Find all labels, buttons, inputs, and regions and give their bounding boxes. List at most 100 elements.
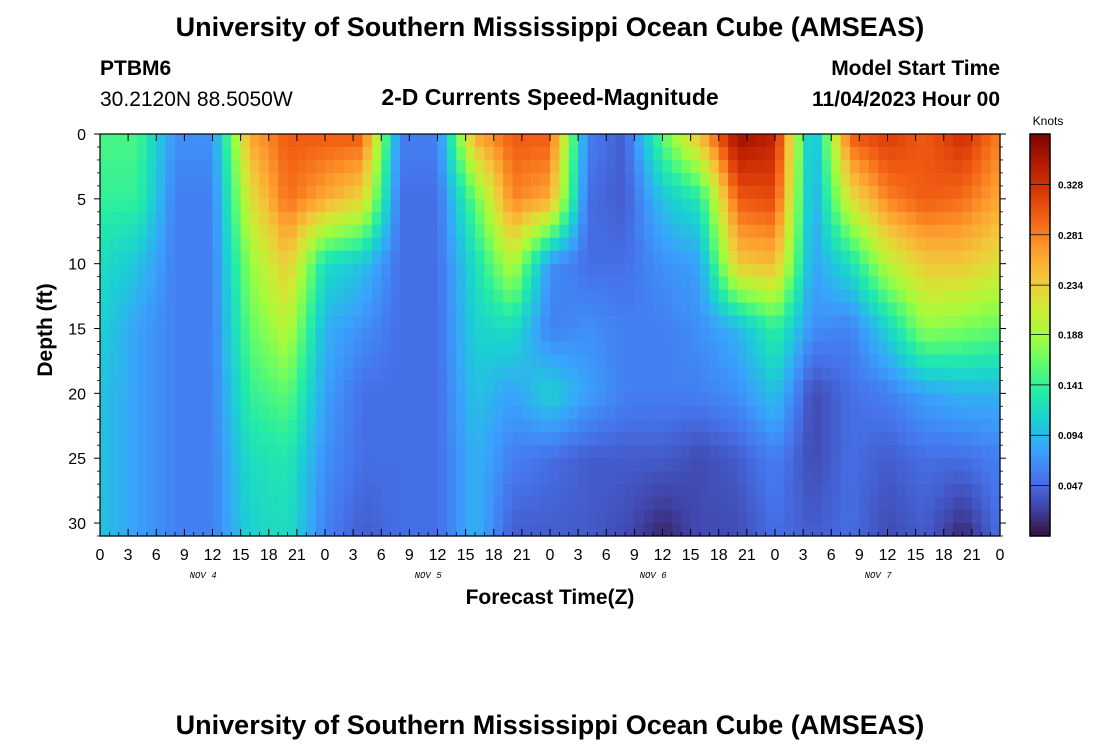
heatmap-cell xyxy=(700,172,710,187)
heatmap-cell xyxy=(596,523,607,537)
heatmap-cell xyxy=(137,510,148,524)
heatmap-cell xyxy=(521,211,532,226)
heatmap-cell xyxy=(475,523,485,537)
heatmap-cell xyxy=(250,432,260,446)
heatmap-cell xyxy=(531,380,542,394)
heatmap-cell xyxy=(953,237,964,252)
heatmap-cell xyxy=(175,315,185,330)
heatmap-cell xyxy=(475,185,485,200)
heatmap-cell xyxy=(306,250,317,265)
heatmap-cell xyxy=(100,380,110,394)
heatmap-cell xyxy=(493,289,504,304)
heatmap-cell xyxy=(418,406,429,420)
heatmap-cell xyxy=(409,419,420,433)
heatmap-cell xyxy=(821,341,832,356)
heatmap-cell xyxy=(709,354,720,369)
heatmap-cell xyxy=(418,198,429,213)
heatmap-cell xyxy=(400,328,410,343)
heatmap-cell xyxy=(953,458,964,472)
heatmap-cell xyxy=(184,134,195,148)
heatmap-cell xyxy=(428,263,439,278)
heatmap-cell xyxy=(700,146,710,161)
heatmap-cell xyxy=(765,146,776,161)
heatmap-cell xyxy=(334,250,345,265)
heatmap-cell xyxy=(409,315,420,330)
heatmap-cell xyxy=(681,510,692,524)
heatmap-cell xyxy=(803,523,814,537)
heatmap-cell xyxy=(362,250,373,265)
heatmap-cell xyxy=(137,276,148,291)
heatmap-cell xyxy=(390,276,401,291)
heatmap-cell xyxy=(221,276,232,291)
heatmap-cell xyxy=(531,354,542,369)
heatmap-cell xyxy=(681,146,692,161)
heatmap-cell xyxy=(775,263,785,278)
heatmap-cell xyxy=(428,276,439,291)
heatmap-cell xyxy=(268,367,279,381)
heatmap-cell xyxy=(709,172,720,187)
heatmap-cell xyxy=(175,354,185,369)
heatmap-cell xyxy=(840,328,851,343)
heatmap-cell xyxy=(868,224,879,239)
heatmap-cell xyxy=(390,263,401,278)
heatmap-cell xyxy=(568,458,579,472)
heatmap-cell xyxy=(971,263,982,278)
heatmap-cell xyxy=(521,393,532,407)
heatmap-cell xyxy=(456,289,467,304)
heatmap-cell xyxy=(953,224,964,239)
heatmap-cell xyxy=(456,367,467,381)
heatmap-cell xyxy=(896,354,907,369)
heatmap-cell xyxy=(681,458,692,472)
heatmap-cell xyxy=(756,497,767,511)
heatmap-cell xyxy=(990,406,1001,420)
heatmap-cell xyxy=(718,134,729,148)
heatmap-cell xyxy=(662,328,673,343)
heatmap-cell xyxy=(353,134,364,148)
heatmap-cell xyxy=(971,445,982,459)
heatmap-cell xyxy=(962,134,973,148)
heatmap-cell xyxy=(156,134,167,148)
heatmap-cell xyxy=(578,224,589,239)
heatmap-cell xyxy=(212,341,223,356)
heatmap-cell xyxy=(465,172,476,187)
heatmap-cell xyxy=(175,263,185,278)
heatmap-cell xyxy=(915,250,926,265)
heatmap-cell xyxy=(240,315,251,330)
heatmap-cell xyxy=(868,523,879,537)
heatmap-cell xyxy=(953,159,964,174)
day-label: NOV 4 xyxy=(190,571,217,581)
heatmap-cell xyxy=(559,380,570,394)
heatmap-cell xyxy=(325,237,335,252)
heatmap-cell xyxy=(325,484,335,498)
heatmap-cell xyxy=(793,419,804,433)
heatmap-cell xyxy=(446,380,457,394)
heatmap-cell xyxy=(643,393,654,407)
heatmap-cell xyxy=(184,523,195,537)
heatmap-cell xyxy=(371,328,382,343)
heatmap-cell xyxy=(775,185,785,200)
heatmap-cell xyxy=(278,497,289,511)
heatmap-cell xyxy=(896,484,907,498)
heatmap-cell xyxy=(128,250,139,265)
heatmap-cell xyxy=(803,211,814,226)
heatmap-cell xyxy=(296,445,307,459)
heatmap-cell xyxy=(971,354,982,369)
heatmap-cell xyxy=(596,510,607,524)
heatmap-cell xyxy=(503,432,514,446)
heatmap-cell xyxy=(381,510,392,524)
heatmap-cell xyxy=(756,159,767,174)
heatmap-cell xyxy=(193,159,204,174)
heatmap-cell xyxy=(315,497,326,511)
heatmap-cell xyxy=(850,276,860,291)
heatmap-cell xyxy=(400,406,410,420)
heatmap-cell xyxy=(456,315,467,330)
heatmap-cell xyxy=(484,276,495,291)
heatmap-cell xyxy=(475,302,485,317)
heatmap-cell xyxy=(831,198,842,213)
heatmap-cell xyxy=(484,445,495,459)
heatmap-cell xyxy=(568,393,579,407)
heatmap-cell xyxy=(915,510,926,524)
heatmap-cell xyxy=(653,328,664,343)
heatmap-cell xyxy=(746,134,757,148)
heatmap-cell xyxy=(803,445,814,459)
